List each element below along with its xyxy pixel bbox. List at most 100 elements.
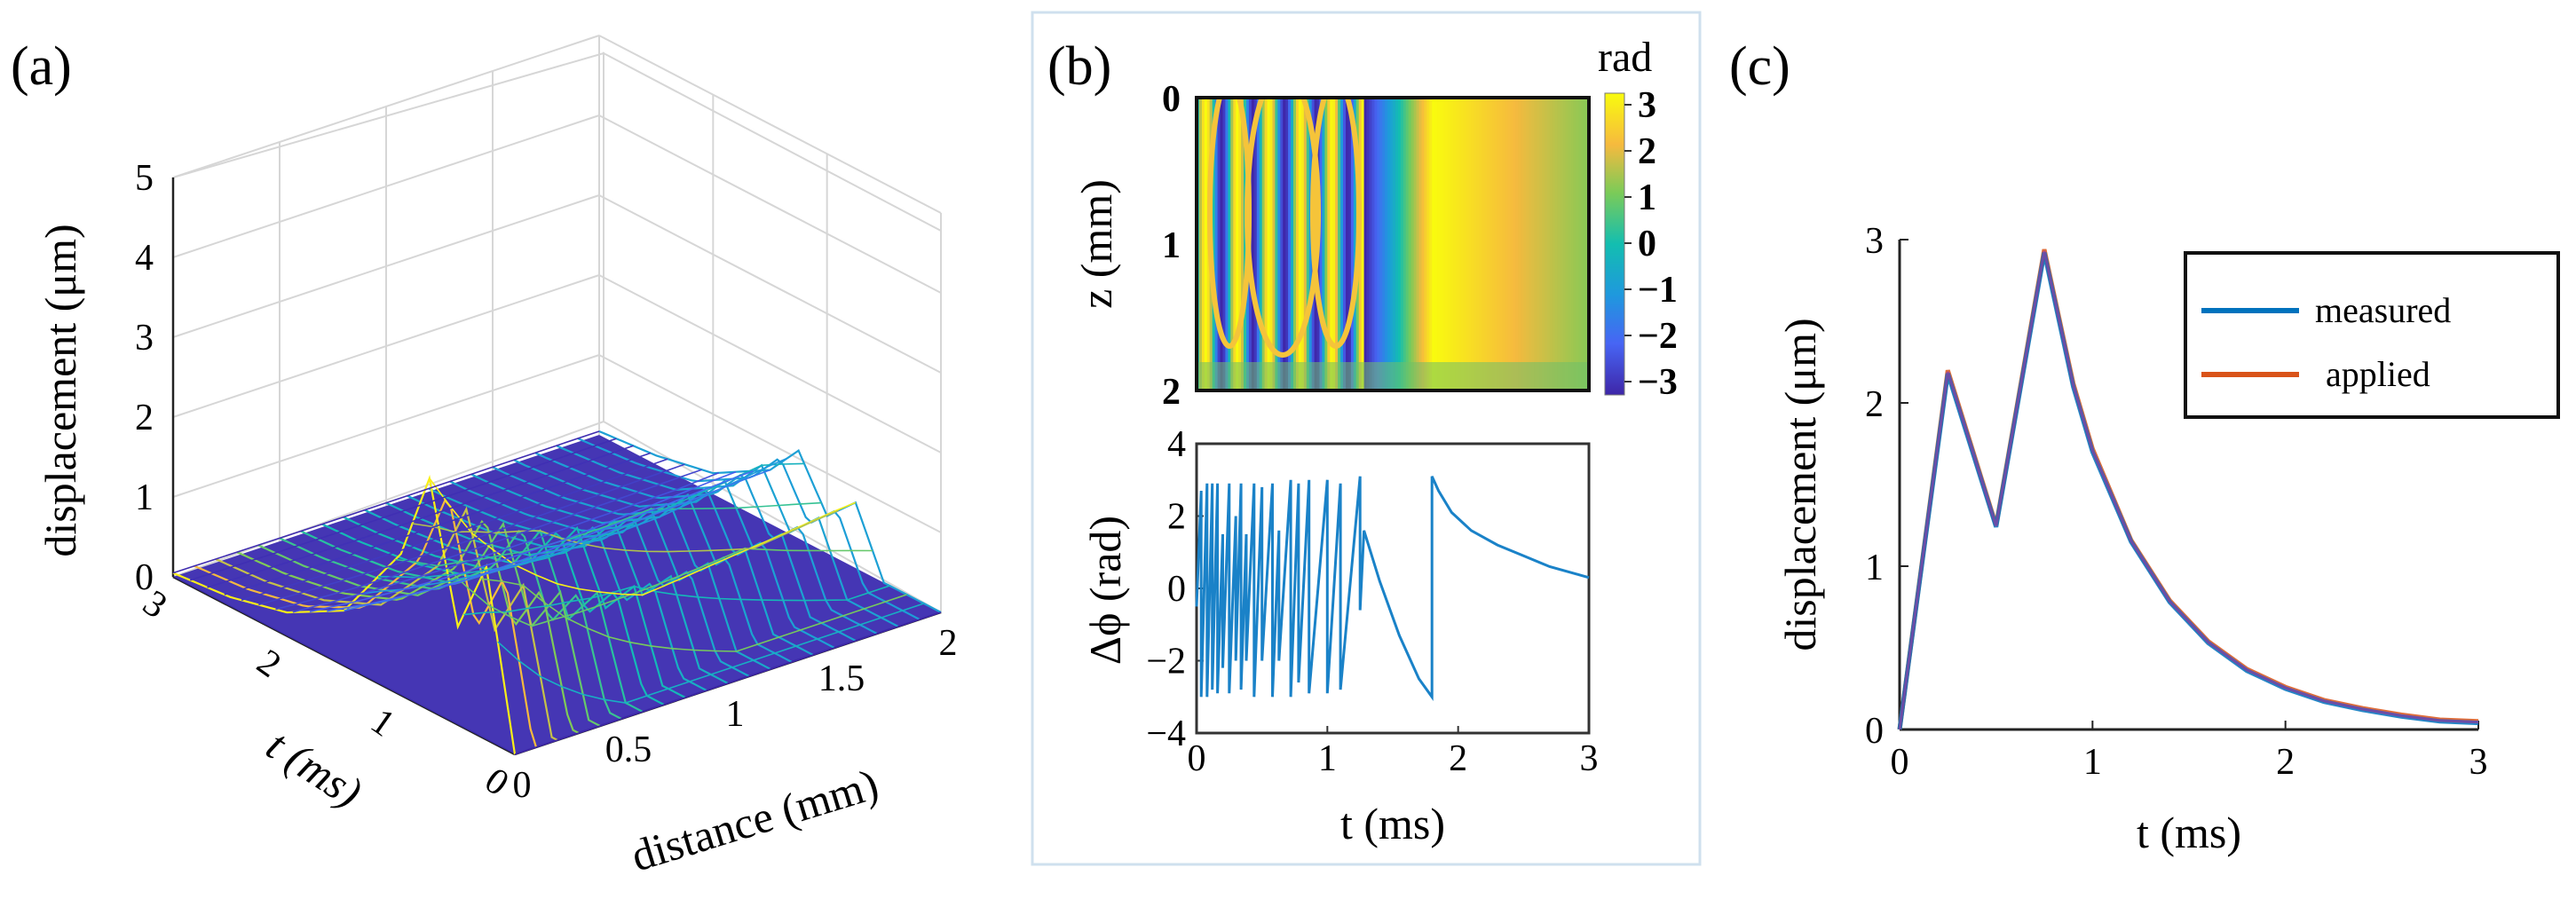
heatmap-column [1377,98,1381,390]
heatmap-column [1387,98,1391,390]
distance-tick-label: 0 [513,765,532,806]
heatmap-column [1259,98,1263,390]
heatmap-column [1416,98,1420,390]
heatmap-column [1204,98,1208,390]
noisy-bottom-strip [1197,362,1589,390]
phase-x-tick-label: 0 [1188,738,1206,779]
heatmap-column [1521,98,1525,390]
heatmap-column [1487,98,1490,390]
surface-wire-line [309,470,737,613]
heatmap-column [1452,98,1457,390]
heatmap-column [1374,98,1379,390]
heatmap-column [1366,98,1371,390]
heatmap-column [1455,98,1459,390]
heatmap-column [1447,98,1451,390]
heatmap-column [1261,98,1266,390]
gridline-right-z [598,35,942,214]
heatmap-column [1363,98,1368,390]
heatmap-column [1233,98,1237,390]
heatmap-column [1222,98,1227,390]
legend-label-measured: measured [2315,290,2451,330]
heatmap-column [1308,98,1313,390]
phase-y-tick-label: 4 [1167,424,1186,465]
heatmap-column [1570,98,1575,390]
heatmap-column [1395,98,1399,390]
colorbar [1604,92,1625,396]
series-overlap-line [1898,250,2479,730]
heatmap-column [1288,98,1292,390]
heatmap-column [1507,98,1512,390]
panel-a-z-ticks: 0 1 2 3 4 5 [135,158,154,598]
t-tick-label: 0 [478,760,517,804]
heatmap-column [1432,98,1436,390]
heatmap-column [1220,98,1224,390]
distance-tick-label: 1 [726,694,745,735]
heatmap-column [1499,98,1504,390]
surface-wire-line [497,603,925,704]
heatmap-column [1410,98,1415,390]
colorbar-ticks: 3 2 1 0 −1 −2 −3 [1624,85,1678,403]
heatmap-column [1434,98,1438,390]
heatmap-column [1523,98,1528,390]
heatmap-column [1303,98,1308,390]
heatmap-column [1347,98,1352,390]
panel-c-xlabel: t (ms) [2137,808,2241,857]
t-tick-label: 2 [249,642,288,686]
heatmap-column [1531,98,1536,390]
heatmap-column [1212,98,1216,390]
heatmap-column [1460,98,1465,390]
z-tick-label: 4 [135,238,154,279]
heatmap-column [1515,98,1520,390]
heatmap-column [1296,98,1300,390]
heatmap-column [1546,98,1551,390]
surface-wire-line [514,611,942,755]
heatmap-column [1330,98,1334,390]
heatmap-column [1256,98,1260,390]
heatmap-column [1526,98,1530,390]
heatmap-column [1482,98,1486,390]
heatmap-column [1450,98,1454,390]
heatmap-column [1560,98,1564,390]
heatmap-column [1418,98,1423,390]
heatmap-column [1340,98,1344,390]
legend-label-applied: applied [2326,354,2430,394]
heatmap-column [1400,98,1404,390]
t-tick-label: 1 [363,701,402,745]
heatmap-border [1195,96,1591,392]
distance-tick-label: 1.5 [818,658,865,699]
heatmap-column [1267,98,1271,390]
panel-a-3d-box [172,35,942,614]
heatmap-column [1379,98,1384,390]
colorbar-tick-label: 1 [1638,177,1656,218]
heatmap-column [1225,98,1229,390]
z-tick-label: 1 [135,477,154,518]
heatmap-column [1537,98,1540,390]
heatmap-column [1241,98,1245,390]
heatmap-column [1489,98,1493,390]
heatmap-column [1343,98,1347,390]
phase-y-tick-label: −2 [1146,642,1186,682]
gridline-right-z [598,274,942,453]
panel-c-series [1897,248,2479,730]
heatmap-column [1408,98,1412,390]
heatmap-bands [1197,98,1589,390]
heatmap-column [1542,98,1545,390]
c-x-tick-label: 0 [1891,742,1909,783]
heatmap-column [1214,98,1219,390]
heatmap-column [1322,98,1326,390]
distance-tick-label: 2 [939,623,958,664]
surface-wire-line [395,501,822,567]
heatmap-column [1492,98,1496,390]
surface-wire-line [207,445,634,588]
panel-c-ylabel: displacement (μm) [1775,318,1825,651]
colorbar-tick-label: 0 [1638,224,1656,264]
surface-wire-line [446,548,873,627]
heatmap-column [1529,98,1533,390]
heatmap-column [1505,98,1509,390]
heatmap-column [1413,98,1418,390]
heatmap-column [1393,98,1396,390]
heatmap-column [1332,98,1337,390]
panel-b: (b) 0 1 2 z (mm) rad 3 2 1 0 −1 −2 −3 0 1 2 3 4 2 0 −2 −… [1031,11,1702,866]
fringe-ellipse [1245,98,1321,358]
